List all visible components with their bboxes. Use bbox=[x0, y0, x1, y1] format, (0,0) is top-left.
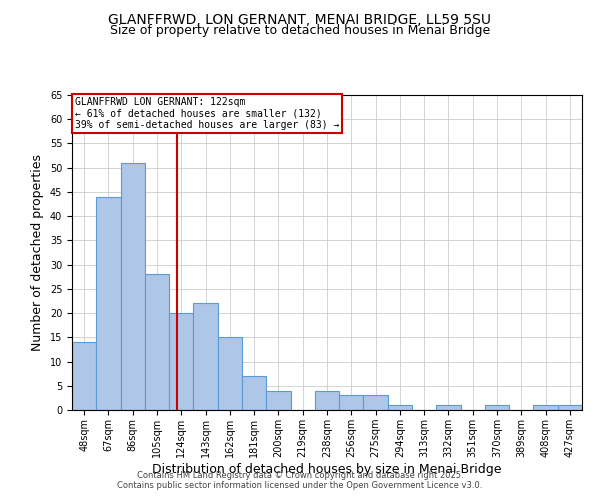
Bar bbox=[485, 405, 509, 410]
Bar bbox=[193, 304, 218, 410]
Bar bbox=[558, 405, 582, 410]
Bar bbox=[315, 390, 339, 410]
Bar bbox=[96, 197, 121, 410]
Bar bbox=[169, 313, 193, 410]
Bar bbox=[436, 405, 461, 410]
X-axis label: Distribution of detached houses by size in Menai Bridge: Distribution of detached houses by size … bbox=[152, 462, 502, 475]
Bar bbox=[242, 376, 266, 410]
Bar bbox=[339, 396, 364, 410]
Bar bbox=[388, 405, 412, 410]
Y-axis label: Number of detached properties: Number of detached properties bbox=[31, 154, 44, 351]
Text: GLANFFRWD LON GERNANT: 122sqm
← 61% of detached houses are smaller (132)
39% of : GLANFFRWD LON GERNANT: 122sqm ← 61% of d… bbox=[74, 96, 339, 130]
Text: Size of property relative to detached houses in Menai Bridge: Size of property relative to detached ho… bbox=[110, 24, 490, 37]
Bar bbox=[145, 274, 169, 410]
Bar bbox=[218, 338, 242, 410]
Bar bbox=[533, 405, 558, 410]
Text: GLANFFRWD, LON GERNANT, MENAI BRIDGE, LL59 5SU: GLANFFRWD, LON GERNANT, MENAI BRIDGE, LL… bbox=[109, 12, 491, 26]
Bar bbox=[72, 342, 96, 410]
Bar bbox=[364, 396, 388, 410]
Bar bbox=[121, 163, 145, 410]
Bar bbox=[266, 390, 290, 410]
Text: Contains HM Land Registry data © Crown copyright and database right 2025.
Contai: Contains HM Land Registry data © Crown c… bbox=[118, 470, 482, 490]
